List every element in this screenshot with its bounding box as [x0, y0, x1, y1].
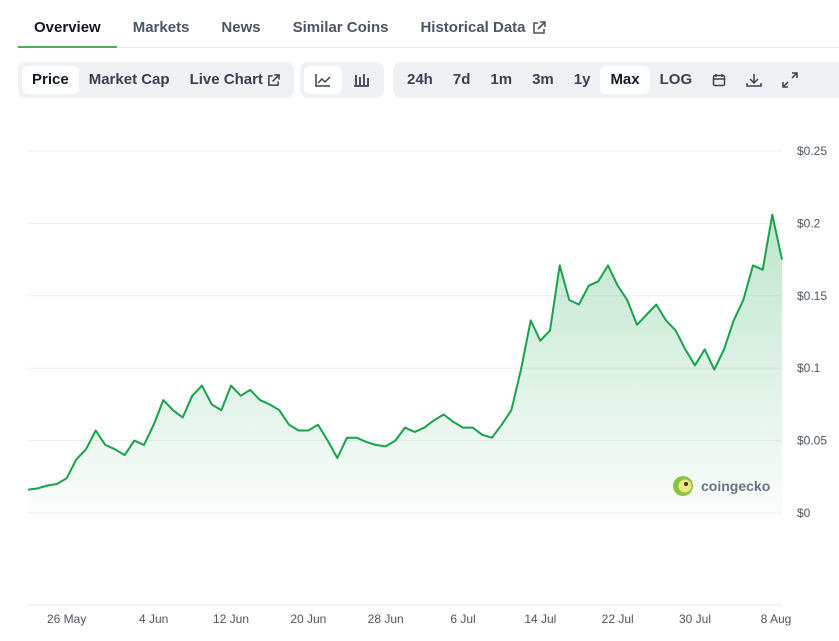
- price-area: [28, 214, 782, 513]
- external-icon: [532, 21, 546, 34]
- x-tick-label: 28 Jun: [368, 612, 404, 626]
- external-icon: [268, 73, 280, 86]
- range-button[interactable]: 7d: [452, 71, 471, 88]
- range-group: 24h 7d 1m 3m 1y Max LOG: [393, 62, 839, 98]
- chart-type-group: [300, 62, 384, 98]
- metric-button[interactable]: Live Chart: [180, 66, 290, 94]
- x-tick-label: 22 Jul: [602, 612, 634, 626]
- y-tick-label: $0: [797, 506, 811, 520]
- range-button[interactable]: 1m: [490, 71, 513, 88]
- download-button[interactable]: [736, 66, 772, 94]
- y-tick-label: $0.1: [797, 361, 821, 375]
- candle-chart-button[interactable]: [342, 66, 380, 94]
- range-button[interactable]: Max: [600, 66, 650, 94]
- metric-button[interactable]: Price: [22, 66, 79, 94]
- x-tick-label: 6 Jul: [450, 612, 475, 626]
- tab-label: Historical Data: [420, 19, 526, 36]
- line-icon: [315, 74, 331, 87]
- metric-group: Price Market Cap Live Chart: [18, 62, 294, 98]
- y-tick-label: $0.2: [797, 216, 821, 230]
- tab[interactable]: News: [221, 19, 261, 36]
- expand-button[interactable]: [772, 66, 808, 94]
- y-tick-label: $0.25: [797, 144, 827, 158]
- range-button[interactable]: 24h: [407, 71, 433, 88]
- tab-bar: Overview Markets News Similar Coins Hist…: [18, 0, 839, 48]
- x-tick-label: 26 May: [47, 612, 86, 626]
- x-tick-label: 30 Jul: [679, 612, 711, 626]
- download-icon: [746, 74, 762, 87]
- candle-icon: [354, 74, 369, 87]
- tab[interactable]: Historical Data: [404, 0, 561, 46]
- x-tick-label: 4 Jun: [139, 612, 168, 626]
- tab[interactable]: Similar Coins: [292, 19, 389, 36]
- x-tick-label: 20 Jun: [290, 612, 326, 626]
- line-chart-button[interactable]: [304, 66, 342, 94]
- x-tick-label: 12 Jun: [213, 612, 249, 626]
- calendar-button[interactable]: [702, 66, 736, 94]
- price-line: [27, 213, 783, 491]
- y-tick-label: $0.05: [797, 434, 827, 448]
- calendar-icon: [712, 74, 726, 87]
- metric-button[interactable]: Market Cap: [88, 71, 170, 88]
- y-tick-label: $0.15: [797, 289, 827, 303]
- range-button[interactable]: 1y: [573, 71, 591, 88]
- expand-icon: [782, 72, 798, 88]
- tab[interactable]: Markets: [132, 19, 190, 36]
- range-button[interactable]: 3m: [532, 71, 554, 88]
- metric-label: Live Chart: [189, 71, 263, 88]
- watermark: coingecko: [673, 476, 770, 496]
- x-tick-label: 8 Aug: [761, 612, 792, 626]
- log-button[interactable]: LOG: [659, 71, 693, 88]
- x-tick-label: 14 Jul: [524, 612, 556, 626]
- tab[interactable]: Overview: [18, 0, 117, 48]
- watermark-text: coingecko: [701, 478, 770, 494]
